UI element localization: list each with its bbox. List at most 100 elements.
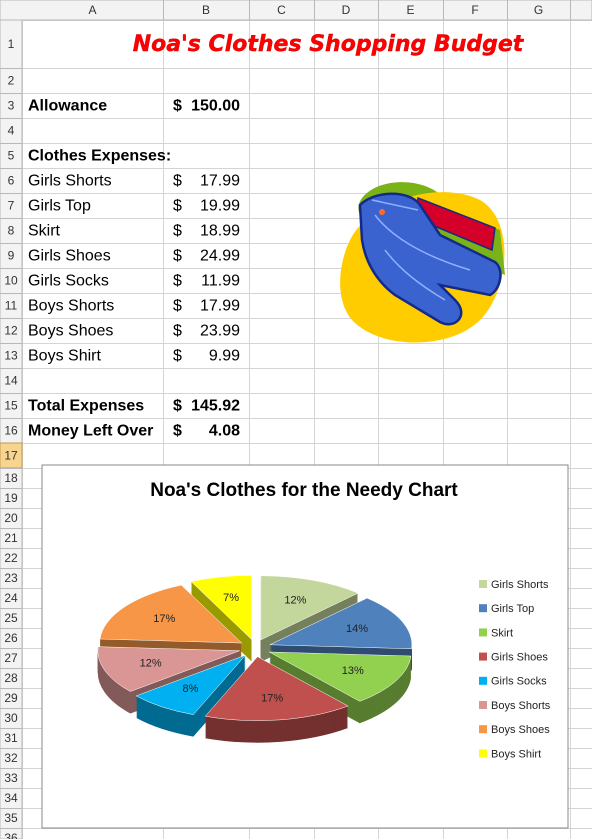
row-header: 27: [4, 651, 18, 665]
legend-swatch: [479, 628, 487, 637]
cell-amount: 4.08: [209, 423, 240, 440]
row-header: 2: [8, 74, 15, 88]
row-header: 16: [4, 424, 18, 438]
cell-currency: $: [173, 198, 182, 215]
row-header: 25: [4, 611, 18, 625]
column-header: G: [534, 3, 543, 17]
row-header: 17: [4, 449, 18, 463]
cell-label: Clothes Expenses:: [28, 148, 171, 165]
cell-currency: $: [173, 423, 182, 440]
jeans-clipart: [340, 182, 505, 343]
data-label: 12%: [140, 658, 162, 670]
cell-label: Boys Shoes: [28, 323, 113, 340]
data-label: 7%: [223, 592, 239, 604]
data-label: 17%: [153, 613, 175, 625]
column-header: D: [342, 3, 351, 17]
row-header: 11: [5, 299, 18, 313]
row-header-bar: [0, 19, 23, 839]
cell-currency: $: [173, 98, 182, 115]
slice: [260, 575, 359, 641]
legend-label: Boys Shorts: [491, 700, 551, 712]
column-header: B: [202, 3, 210, 17]
clip-jeans: [358, 192, 502, 326]
legend-swatch: [479, 604, 487, 613]
data-label: 14%: [346, 623, 368, 635]
row-header: 3: [8, 99, 15, 113]
slice: [135, 654, 246, 715]
column-header: F: [471, 3, 478, 17]
row-header: 18: [4, 471, 18, 485]
pie: 12% 14% 13% 17% 8% 12% 17% 7%: [97, 575, 413, 743]
cell-currency: $: [173, 298, 182, 315]
legend: Girls Shorts Girls Top Skirt Girls Shoes Gir…: [479, 579, 551, 760]
cell-currency: $: [173, 173, 182, 190]
cell-currency: $: [173, 248, 182, 265]
row-header: 36: [4, 831, 18, 839]
cell-amount: 17.99: [200, 173, 240, 190]
cell-amount: 11.99: [201, 273, 240, 290]
cell-currency: $: [173, 398, 182, 415]
row-header: 6: [8, 174, 15, 188]
cell-amount: 150.00: [191, 98, 240, 115]
slice: [97, 646, 240, 692]
cell-label: Money Left Over: [28, 423, 153, 440]
row-header: 20: [4, 511, 18, 525]
cell-label: Allowance: [28, 98, 107, 115]
row-header: 10: [4, 274, 18, 288]
row-header: 32: [4, 751, 18, 765]
row-header: 28: [4, 671, 18, 685]
cell-label: Skirt: [28, 223, 61, 240]
chart-title: Noa's Clothes for the Needy Chart: [150, 480, 458, 501]
legend-swatch: [479, 676, 487, 685]
row-header: 22: [4, 551, 18, 565]
data-label: 12%: [284, 594, 306, 606]
row-header: 29: [4, 691, 18, 705]
cell-amount: 145.92: [191, 398, 240, 415]
row-header: 30: [4, 711, 18, 725]
sheet-title: Noa's Clothes Shopping Budget: [133, 32, 525, 57]
legend-swatch: [479, 701, 487, 709]
data-label: 13%: [342, 665, 364, 677]
cell-currency: $: [173, 273, 182, 290]
row-header: 24: [4, 591, 18, 605]
cell-currency: $: [173, 323, 182, 340]
row-header: 12: [4, 324, 18, 338]
cell-currency: $: [173, 223, 182, 240]
cell-amount: 9.99: [209, 348, 240, 365]
slice: [99, 584, 243, 644]
legend-swatch: [479, 749, 487, 758]
cell-label: Total Expenses: [28, 398, 144, 415]
cell-label: Girls Top: [28, 198, 91, 215]
row-header: 14: [4, 374, 18, 388]
slice: [269, 597, 413, 650]
row-header: 13: [4, 349, 18, 363]
cell-label: Girls Socks: [28, 273, 109, 290]
row-header: 26: [4, 631, 18, 645]
cell-label: Girls Shoes: [28, 248, 111, 265]
legend-label: Girls Socks: [491, 676, 547, 688]
row-header: 23: [4, 571, 18, 585]
clip-jeans-seams: [371, 199, 471, 301]
row-header: 9: [8, 249, 15, 263]
data-label: 8%: [183, 683, 199, 695]
row-header: 35: [4, 811, 18, 825]
row-header: 5: [8, 149, 15, 163]
cell-amount: 23.99: [200, 323, 240, 340]
row-header: 33: [4, 771, 18, 785]
row-header: 21: [4, 531, 18, 545]
legend-label: Girls Top: [491, 603, 534, 615]
legend-swatch: [479, 652, 487, 661]
cell-currency: $: [173, 348, 182, 365]
column-header: C: [277, 3, 286, 17]
legend-label: Girls Shoes: [491, 652, 548, 664]
cell-amount: 24.99: [200, 248, 240, 265]
row-header: 31: [4, 731, 18, 745]
clip-button: [379, 209, 385, 215]
legend-swatch: [479, 580, 487, 588]
data-label: 17%: [261, 692, 283, 704]
cell-amount: 17.99: [200, 298, 240, 315]
column-header: A: [88, 3, 96, 17]
cell-amount: 19.99: [200, 198, 240, 215]
